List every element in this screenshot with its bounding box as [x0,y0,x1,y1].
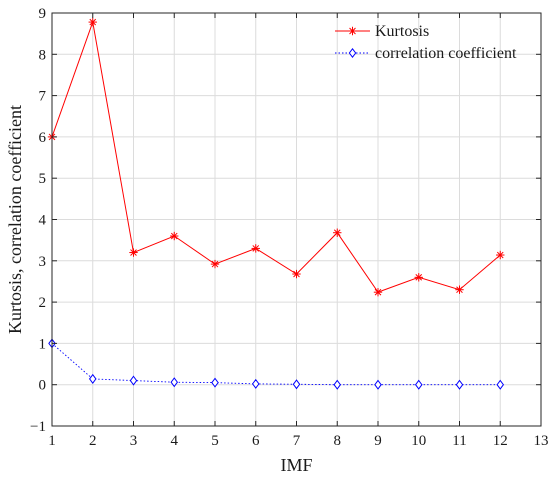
y-tick-label: 4 [39,213,47,229]
x-tick-label: 5 [211,433,219,449]
legend-item-kurtosis: Kurtosis [335,23,429,40]
y-tick-label: 6 [39,130,47,146]
x-tick-label: 13 [534,433,549,449]
x-tick-label: 3 [130,433,138,449]
data-point-kurtosis [414,273,423,282]
y-tick-label: 2 [39,295,47,311]
data-point-kurtosis [129,248,138,257]
data-point-correlation-coefficient [292,379,301,390]
x-tick-label: 8 [334,433,342,449]
y-tick-label: 8 [39,47,47,63]
legend-label: correlation coefficient [375,45,517,62]
data-point-correlation-coefficient [170,377,179,388]
series-line-correlation-coefficient [51,343,501,386]
y-tick-label: −1 [30,419,46,435]
data-point-correlation-coefficient [374,379,382,390]
series-line-kurtosis [51,20,501,293]
data-point-kurtosis [333,228,342,237]
x-tick-label: 6 [252,433,260,449]
y-tick-label: 1 [39,336,47,352]
x-tick-label: 2 [89,433,97,449]
y-tick-label: 3 [39,254,47,270]
data-point-correlation-coefficient [414,379,423,390]
data-point-correlation-coefficient [333,379,342,390]
data-point-kurtosis [292,269,301,279]
x-tick-label: 12 [493,433,508,449]
x-tick-label: 9 [374,433,382,449]
data-point-kurtosis [170,231,179,241]
legend: Kurtosis correlation coefficient [335,23,517,62]
data-point-kurtosis [496,250,505,260]
x-tick-label: 10 [411,433,426,449]
data-point-correlation-coefficient [211,377,219,388]
y-axis-title: Kurtosis, correlation coefficient [5,105,25,334]
legend-marker [348,26,357,36]
grid-lines [52,13,541,426]
legend-item-correlation-coefficient: correlation coefficient [335,45,517,62]
data-point-correlation-coefficient [455,379,464,390]
y-tick-label: 0 [39,378,47,394]
data-point-kurtosis [455,285,464,294]
legend-label: Kurtosis [375,23,429,40]
data-point-correlation-coefficient [251,378,260,389]
y-tick-label: 7 [39,89,47,105]
data-point-correlation-coefficient [88,373,97,384]
x-tick-label: 1 [48,433,56,449]
data-point-kurtosis [373,287,383,297]
x-tick-label: 4 [171,433,179,449]
x-tick-label: 11 [452,433,466,449]
y-tick-label: 5 [39,171,47,187]
data-point-correlation-coefficient [496,379,505,390]
legend-marker [348,47,357,59]
y-tick-label: 9 [39,6,47,22]
data-point-correlation-coefficient [129,375,138,386]
x-axis-title: IMF [280,455,312,475]
data-point-kurtosis [251,244,260,253]
x-tick-label: 7 [293,433,301,449]
data-point-kurtosis [88,17,97,27]
data-point-kurtosis [210,259,220,269]
